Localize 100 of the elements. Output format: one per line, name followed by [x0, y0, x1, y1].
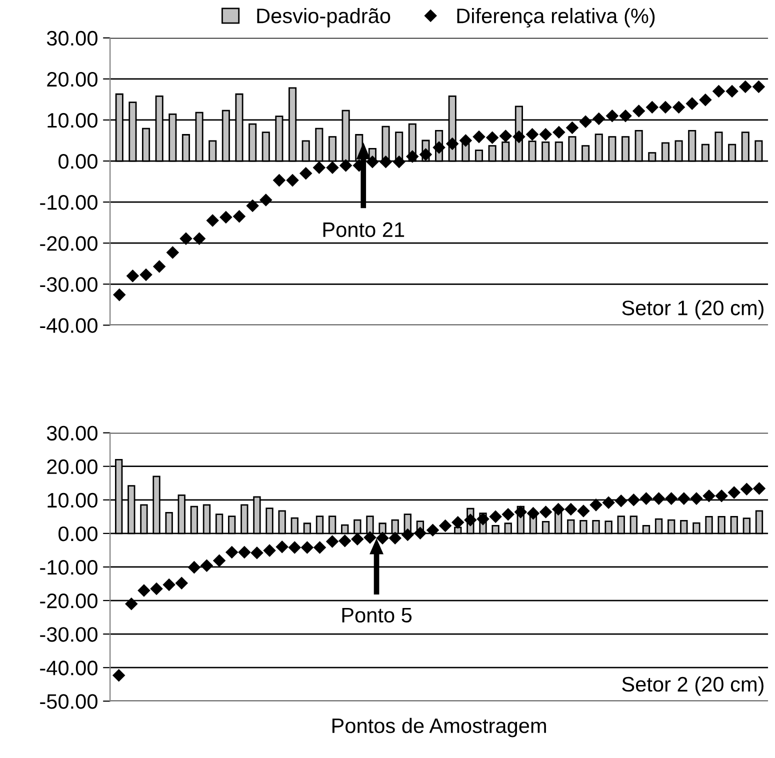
point	[678, 492, 690, 505]
point	[753, 482, 766, 495]
point	[313, 161, 326, 174]
point	[712, 85, 725, 98]
legend-label: Desvio-padrão	[257, 8, 390, 28]
y-tick-label: -30.00	[40, 277, 98, 292]
point	[566, 122, 578, 134]
point	[140, 268, 152, 281]
point	[752, 80, 765, 93]
point	[726, 85, 738, 98]
point	[728, 486, 740, 499]
point	[659, 101, 672, 114]
annotation: Setor 2 (20 cm)	[622, 676, 764, 696]
point	[579, 116, 592, 128]
point	[486, 132, 498, 144]
point	[577, 504, 590, 518]
point	[226, 546, 238, 558]
point	[138, 584, 150, 597]
point	[432, 141, 446, 154]
point	[502, 508, 514, 520]
point	[672, 101, 685, 114]
point	[176, 576, 188, 590]
point	[153, 260, 166, 273]
point	[125, 598, 138, 610]
annotation: Setor 1 (20 cm)	[622, 300, 764, 320]
point	[392, 156, 406, 168]
point	[652, 492, 665, 505]
annotation: Ponto 21	[323, 222, 404, 238]
point	[286, 174, 299, 186]
point	[632, 104, 645, 118]
point	[113, 288, 126, 301]
point	[452, 516, 464, 528]
point	[439, 520, 452, 532]
point	[376, 532, 389, 544]
y-tick-label: 30.00	[46, 426, 98, 441]
point	[665, 492, 678, 505]
point	[402, 528, 414, 541]
point	[162, 578, 176, 591]
y-tick-label: 20.00	[47, 459, 98, 474]
point	[238, 546, 251, 558]
y-tick-label: -10.00	[40, 195, 98, 210]
point	[615, 494, 628, 508]
point	[426, 524, 439, 536]
point	[628, 494, 640, 506]
point	[246, 200, 259, 212]
point	[476, 512, 490, 526]
point	[420, 148, 432, 161]
point	[263, 544, 276, 557]
point	[288, 541, 301, 554]
y-tick-label: 10.00	[48, 492, 98, 508]
point	[702, 490, 716, 502]
point	[606, 110, 618, 122]
point	[446, 138, 458, 150]
y-tick-label: -10.00	[40, 560, 98, 575]
y-tick-label: -30.00	[40, 627, 98, 642]
point	[539, 128, 552, 140]
y-tick-label: 0.00	[58, 154, 98, 169]
point	[126, 270, 139, 282]
point	[193, 232, 206, 245]
point	[260, 194, 272, 206]
point	[250, 546, 264, 559]
point	[512, 130, 526, 143]
point	[552, 503, 564, 516]
y-tick-label: 10.00	[48, 112, 98, 128]
y-tick-label: -40.00	[40, 660, 98, 676]
y-tick-label: -20.00	[40, 594, 98, 608]
point	[301, 541, 314, 554]
point	[500, 130, 512, 142]
point	[166, 246, 179, 259]
point	[314, 541, 326, 554]
point	[489, 510, 502, 523]
point	[273, 174, 286, 186]
point	[590, 498, 602, 512]
point	[619, 110, 632, 122]
point	[460, 134, 472, 147]
point	[526, 128, 538, 140]
point	[472, 130, 486, 143]
point	[739, 80, 752, 93]
point	[380, 156, 392, 168]
point	[602, 496, 615, 509]
point	[388, 532, 402, 544]
point	[527, 507, 540, 520]
point	[464, 514, 477, 526]
point	[220, 211, 232, 224]
y-tick-label: 20.00	[47, 72, 98, 87]
point	[686, 97, 698, 110]
point	[715, 490, 728, 502]
point	[366, 156, 379, 168]
point	[326, 535, 338, 548]
point	[740, 483, 753, 496]
legend-label: Diferença relativa (%)	[457, 8, 655, 28]
y-tick-label: -40.00	[40, 318, 98, 333]
point	[213, 554, 226, 567]
point	[699, 94, 712, 106]
point	[276, 540, 288, 553]
point	[540, 506, 552, 518]
x-axis-title: Pontos de Amostragem	[332, 718, 546, 738]
y-tick-label: 30.00	[46, 30, 98, 46]
point	[340, 159, 352, 172]
point	[646, 101, 658, 114]
